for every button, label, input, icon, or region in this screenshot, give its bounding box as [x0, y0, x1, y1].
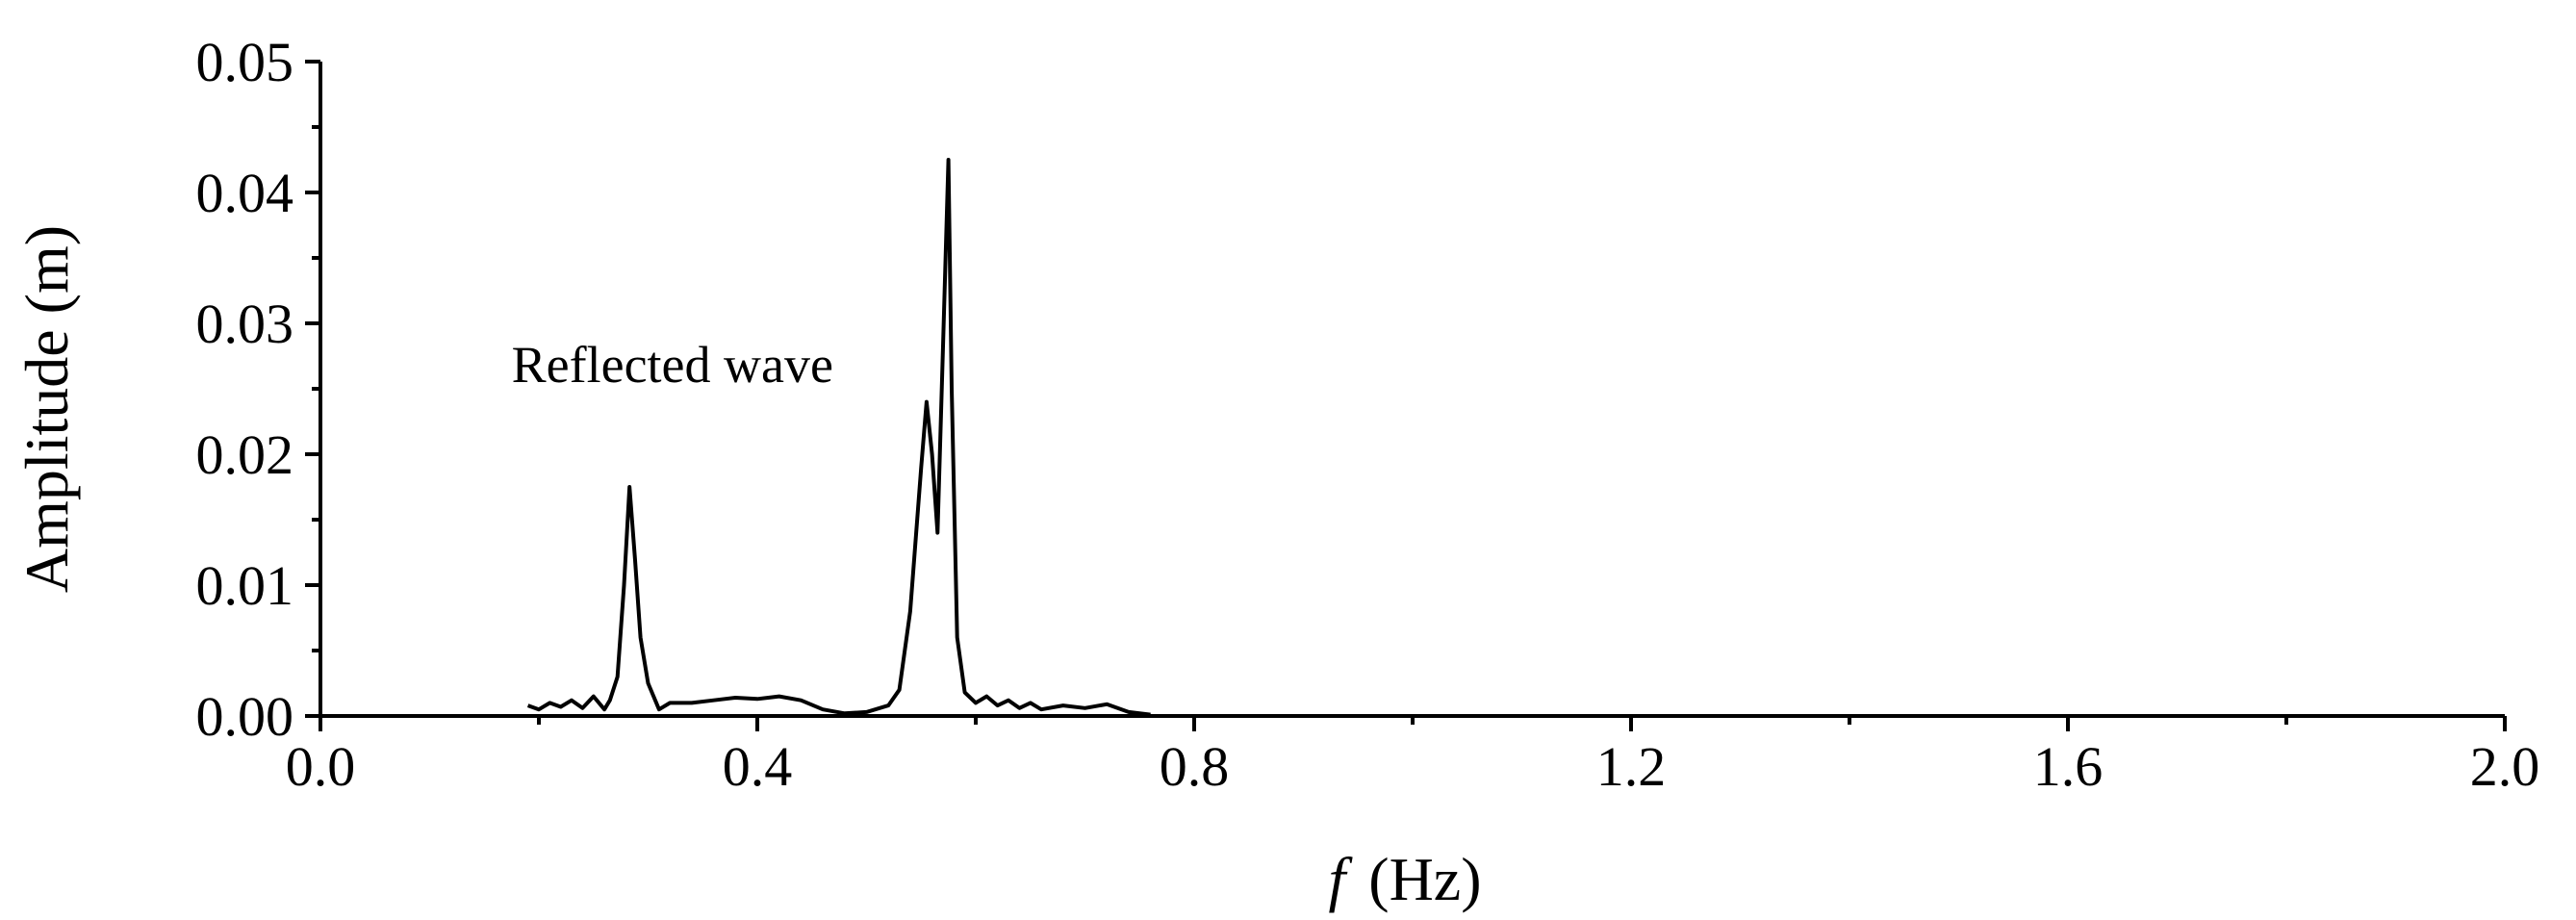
- y-axis-title: Amplitude (m): [13, 225, 81, 593]
- x-tick-label: 0.0: [286, 735, 356, 798]
- x-tick-label: 1.2: [1596, 735, 1667, 798]
- y-tick-label: 0.05: [196, 31, 294, 93]
- x-axis-unit: (Hz): [1368, 845, 1481, 913]
- tick-labels: 0.0 0.4 0.8 1.2 1.6 2.0 0.00 0.01 0.02 0.03 0.04 0.…: [196, 31, 2540, 798]
- y-tick-label: 0.01: [196, 554, 294, 617]
- annotation-reflected-wave: Reflected wave: [512, 336, 833, 394]
- x-tick-label: 1.6: [2033, 735, 2104, 798]
- y-tick-label: 0.03: [196, 293, 294, 355]
- x-tick-label: 0.8: [1160, 735, 1230, 798]
- spectrum-line: [526, 158, 1151, 717]
- y-tick-label: 0.02: [196, 423, 294, 486]
- x-axis-title: f (Hz): [1328, 845, 1481, 913]
- axis-ticks: [305, 60, 2507, 731]
- y-tick-label: 0.00: [196, 685, 294, 748]
- x-tick-label: 0.4: [723, 735, 793, 798]
- y-tick-label: 0.04: [196, 162, 294, 224]
- x-axis-symbol: f: [1328, 845, 1353, 913]
- x-tick-label: 2.0: [2470, 735, 2540, 798]
